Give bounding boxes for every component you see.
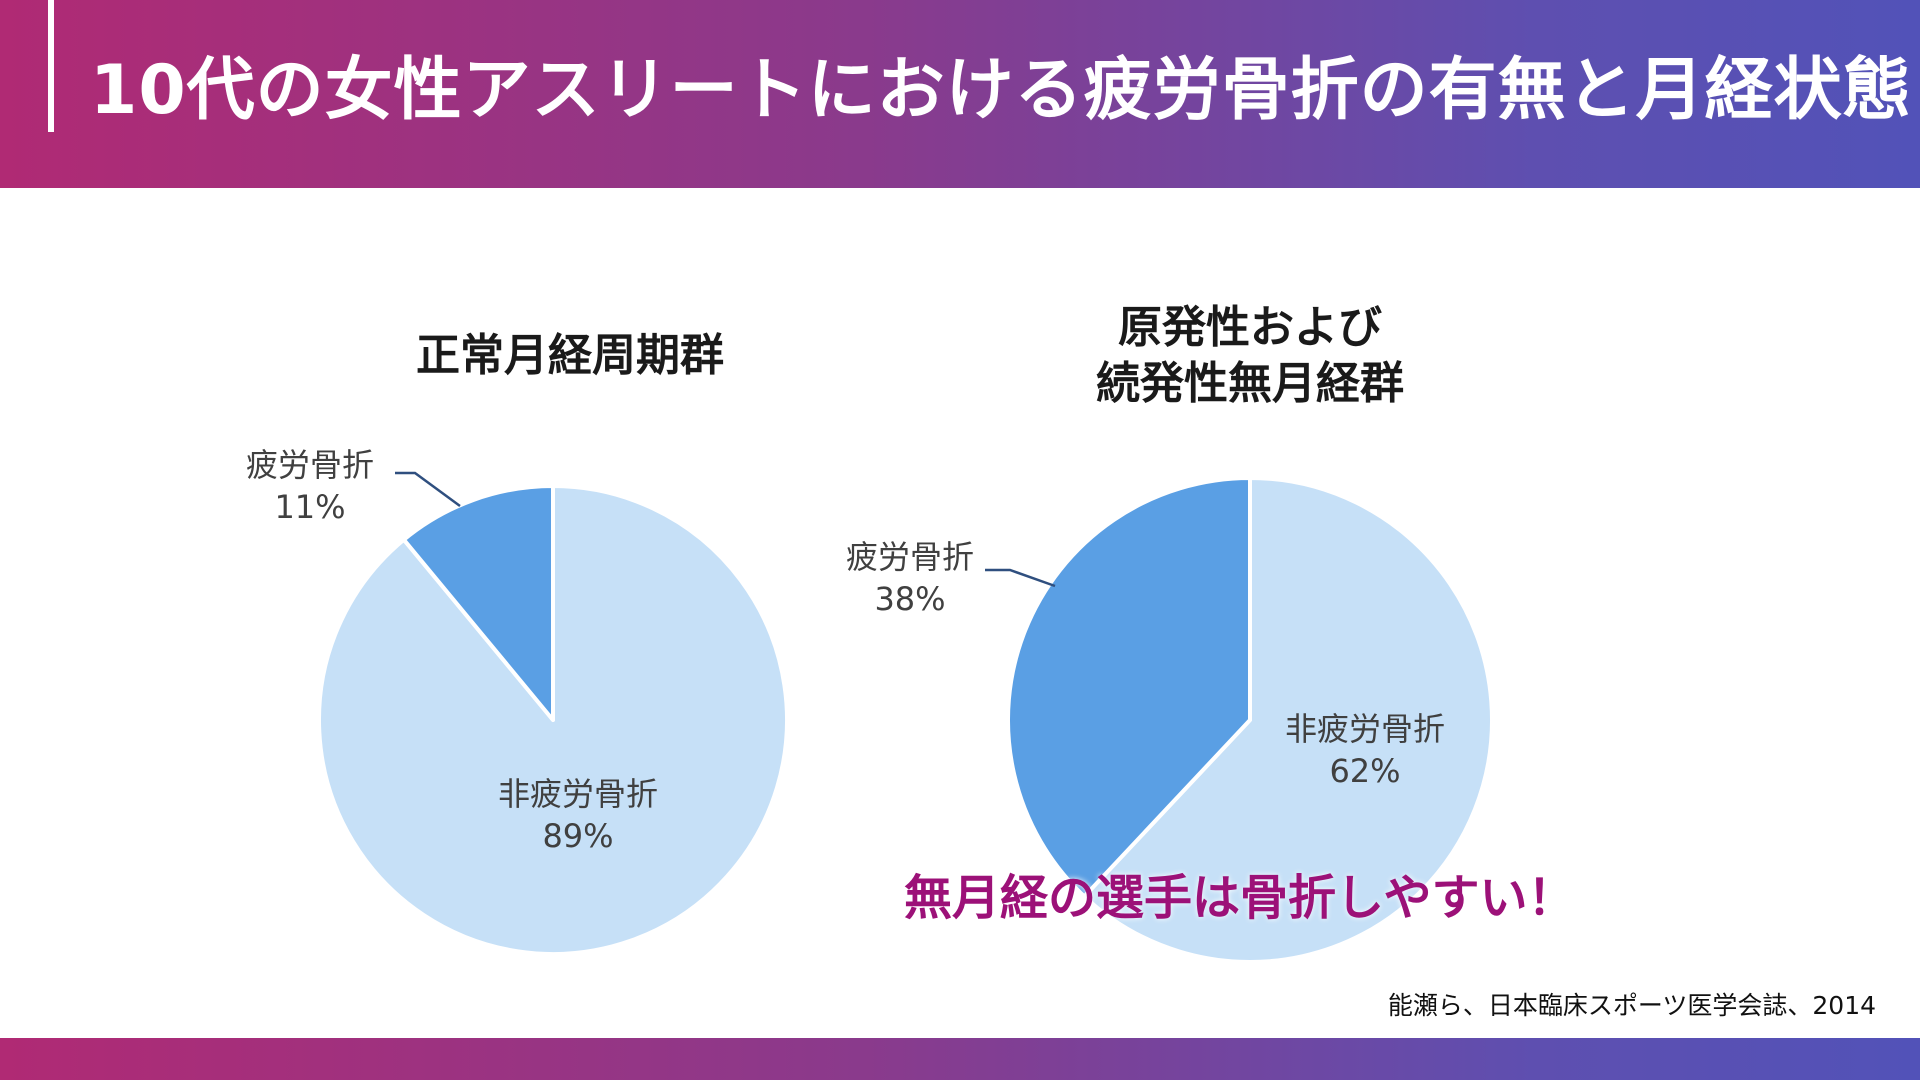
pie-slice-fracture — [401, 484, 555, 722]
chart1-title: 正常月経周期群 — [416, 330, 724, 381]
title-bar: 10代の女性アスリートにおける疲労骨折の有無と月経状態 — [0, 0, 1920, 188]
pie-slice-non-fracture — [1082, 476, 1494, 964]
label-non-fracture-name: 非疲労骨折 — [498, 775, 658, 813]
leader-line — [395, 471, 461, 508]
source-citation: 能瀬ら、日本臨床スポーツ医学会誌、2014 — [1387, 991, 1876, 1020]
chart2-title-line1: 原発性および — [1118, 302, 1382, 353]
pie-chart-1: 疲労骨折 11% 非疲労骨折 89% — [246, 446, 789, 956]
label-fracture-name: 疲労骨折 — [246, 446, 374, 484]
label-fracture-name: 疲労骨折 — [846, 538, 974, 576]
label-non-fracture-name: 非疲労骨折 — [1285, 710, 1445, 748]
chart2-title: 原発性および 続発性無月経群 — [1040, 300, 1460, 412]
leader-line — [985, 568, 1056, 588]
label-non-fracture-value: 89% — [542, 817, 613, 855]
page-title: 10代の女性アスリートにおける疲労骨折の有無と月経状態 — [90, 51, 1912, 130]
pie-slice-fracture — [1006, 476, 1252, 899]
footer-bar — [0, 1038, 1920, 1080]
label-non-fracture-value: 62% — [1329, 752, 1400, 790]
pie-chart-2: 疲労骨折 38% 非疲労骨折 62% — [846, 476, 1494, 964]
title-accent-rule — [48, 0, 54, 132]
chart2-title-line2: 続発性無月経群 — [1096, 358, 1404, 409]
label-fracture-value: 11% — [274, 488, 345, 526]
label-fracture-value: 38% — [874, 580, 945, 618]
emphasis-message: 無月経の選手は骨折しやすい！ — [904, 870, 1576, 926]
